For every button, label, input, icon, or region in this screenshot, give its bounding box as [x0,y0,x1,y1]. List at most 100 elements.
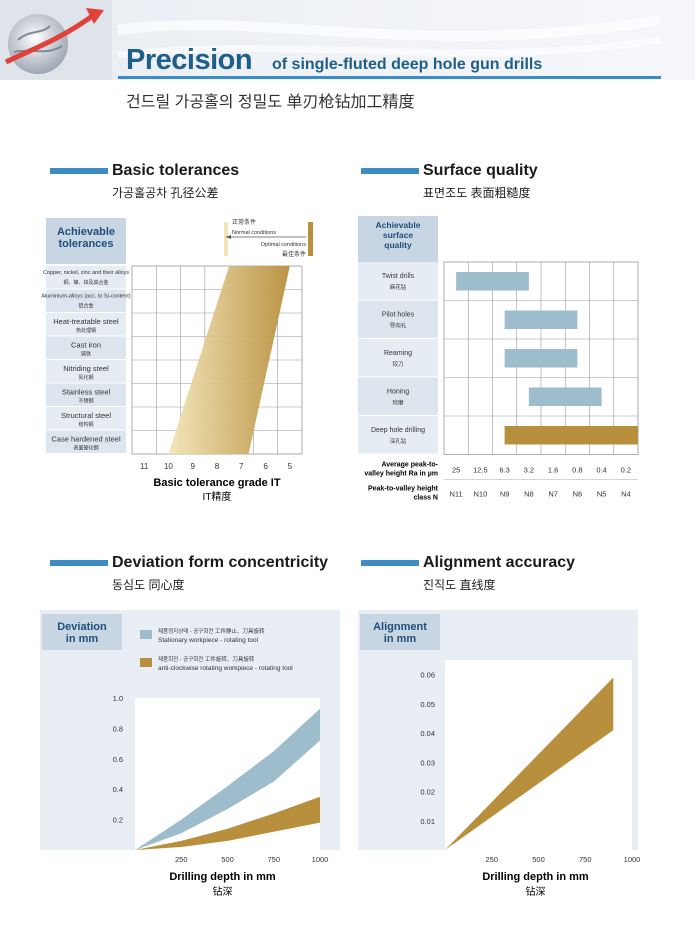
row-label-cn: 结构钢 [78,421,93,428]
section-bar [50,168,108,174]
row-cell [358,262,438,300]
page-subtitle: of single-fluted deep hole gun drills [272,56,543,73]
x-axis-label-cn: IT精度 [203,490,232,503]
legend-normal-bar [224,222,228,256]
row-label-cn: 珩磨 [392,399,404,407]
row-label: Heat-treatable steel [53,317,119,326]
tolerance-band [168,266,290,454]
row-header-text: tolerances [58,238,113,250]
row-cell [358,339,438,377]
row-label-cn: 不锈钢 [78,398,93,405]
section-title-surface: Surface quality [423,162,538,179]
class-tick-label: N6 [573,490,583,499]
range-bar [528,387,602,406]
ra-axis-label: valley height Ra in µm [364,471,438,478]
section-bar [361,168,419,174]
ra-tick-label: 0.2 [621,466,631,475]
x-tick-label: 250 [485,855,498,864]
section-bar [50,560,108,566]
legend-arrow-head [226,235,231,239]
legend-native: 제품회전 - 공구회전 工件旋转、刀具旋转 [158,655,255,663]
x-tick-label: 6 [263,462,268,471]
row-label-cn: 表面硬化钢 [73,445,98,452]
y-axis-label: Deviation [57,621,107,633]
y-tick-label: 0.8 [113,724,123,733]
y-axis-label: in mm [66,633,99,645]
row-label: Copper, nickel, zinc and their alloys [43,270,129,276]
ra-tick-label: 1.6 [548,466,558,475]
section-bar [361,560,419,566]
ra-tick-label: 3.2 [524,466,534,475]
range-bar [504,310,578,329]
row-cell [46,430,126,453]
y-tick-label: 0.2 [113,816,123,825]
row-header-text: surface [383,230,414,240]
row-label-cn: 热处理钢 [76,327,96,334]
x-tick-label: 8 [215,462,220,471]
x-tick-label: 1000 [312,855,329,864]
legend-swatch [140,630,152,639]
row-label: Structural steel [61,411,111,420]
x-tick-label: 10 [164,462,173,471]
row-label: Twist drills [382,273,415,280]
x-axis-label: Drilling depth in mm [169,871,276,883]
row-cell [46,383,126,406]
legend-swatch [140,658,152,667]
y-label-panel [360,614,440,650]
x-axis-label: Drilling depth in mm [482,871,589,883]
section-title-deviation: Deviation form concentricity [112,554,329,571]
row-label: Stainless steel [62,388,111,397]
section-subtitle-basic: 가공홀공차 孔径公差 [112,186,219,200]
page-title-asian: 건드릴 가공홀의 정밀도 单刃枪钻加工精度 [126,94,415,111]
series-band [135,796,320,850]
page-title: Precision [126,44,253,76]
x-tick-label: 1000 [624,855,641,864]
y-axis-label: in mm [384,633,417,645]
row-label: Reaming [384,350,412,357]
row-cell [46,360,126,383]
class-tick-label: N9 [500,490,510,499]
x-axis-label-cn: 钻深 [526,885,546,898]
row-label-cn: 深孔钻 [390,437,407,445]
row-label-cn: 铜、镍、锌及其合金 [63,279,108,286]
legend-label: anti-clockwise rotating workpiece - rota… [158,665,293,672]
x-tick-label: 750 [267,855,280,864]
x-tick-label: 500 [221,855,234,864]
class-tick-label: N7 [548,490,558,499]
legend-optimal-cn: 最佳条件 [282,250,306,258]
x-tick-label: 500 [532,855,545,864]
y-tick-label: 1.0 [113,694,123,703]
row-label-cn: 铸铁 [81,351,91,358]
ra-tick-label: 0.4 [596,466,606,475]
row-label: Pilot holes [382,312,415,319]
row-label: Case hardened steel [51,435,121,444]
section-title-alignment: Alignment accuracy [423,554,576,571]
row-cell [358,300,438,338]
x-axis-label: Basic tolerance grade IT [153,477,280,489]
row-label-cn: 铰刀 [392,360,403,368]
class-axis-label: Peak-to-valley height [368,486,439,493]
row-label: Nitriding steel [63,364,109,373]
ra-tick-label: 12.5 [473,466,488,475]
section-subtitle-deviation: 동심도 同心度 [112,578,185,592]
header-banner [0,0,695,80]
row-cell [46,289,126,312]
row-label: Deep hole drilling [371,427,425,434]
x-tick-label: 7 [239,462,244,471]
row-header-panel [46,218,126,264]
legend-normal: Normal conditions [232,230,276,236]
section-subtitle-alignment: 진직도 直线度 [423,578,496,592]
range-bar [504,349,578,368]
ra-axis-label: Average peak-to- [381,462,438,469]
y-tick-label: 0.02 [420,788,435,797]
class-tick-label: N8 [524,490,534,499]
legend-label: Stationary workpiece - rotating tool [158,637,259,644]
range-bar [456,272,529,291]
y-tick-label: 0.6 [113,755,123,764]
row-cell [358,416,438,454]
row-label-cn: 麻花钻 [390,283,407,291]
row-label-cn: 导向孔 [390,322,407,330]
row-header-text: Achievable [376,220,421,230]
